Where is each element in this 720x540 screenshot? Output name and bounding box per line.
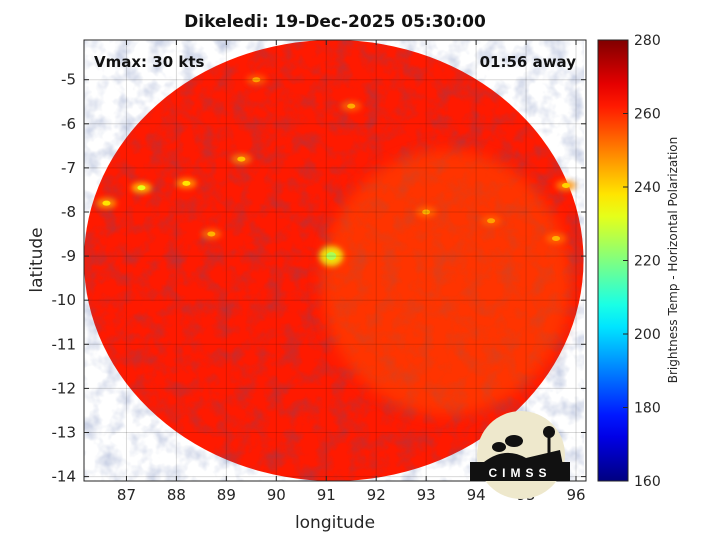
feature-spot [102,200,111,206]
feature-spot [552,235,561,241]
y-tick-label: -9 [61,247,76,265]
logo-text: CIMSS [488,466,551,480]
x-tick-label: 90 [267,486,286,504]
x-tick-label: 87 [117,486,136,504]
y-tick-label: -11 [52,335,77,353]
y-tick-label: -7 [61,159,76,177]
x-tick-label: 89 [217,486,236,504]
feature-spot [207,231,216,237]
logo-banner [470,462,570,481]
x-tick-label: 92 [367,486,386,504]
x-tick-label: 94 [467,486,486,504]
y-tick-label: -13 [52,423,77,441]
y-tick-label: -5 [61,71,76,89]
y-axis-label: latitude [27,227,47,292]
feature-spot [137,185,146,191]
axes-box [83,39,587,482]
colorbar-label: Brightness Temp - Horizontal Polarizatio… [666,137,680,384]
y-tick-label: -10 [52,291,77,309]
feature-spot [422,209,431,215]
y-tick-label: -8 [61,203,76,221]
feature-spot [487,218,496,224]
swath-band [321,150,572,415]
colorbar-tick-label: 160 [634,474,661,490]
vmax-annotation: Vmax: 30 kts [94,53,205,71]
colorbar-tick-label: 240 [634,180,661,196]
feature-spot [237,156,246,162]
x-tick-label: 96 [566,486,585,504]
logo-tower-top [543,426,555,438]
feature-spot [252,77,261,83]
x-tick-label: 91 [317,486,336,504]
x-axis-label: longitude [295,513,375,533]
colorbar-tick-label: 200 [634,327,661,343]
x-tick-label: 93 [417,486,436,504]
logo-dish [505,435,523,447]
feature-spot [347,103,356,109]
time-away-annotation: 01:56 away [479,53,576,71]
colorbar-tick-label: 260 [634,107,661,123]
colorbar-tick-label: 280 [634,33,661,49]
logo-dish [492,442,506,452]
x-tick-label: 88 [167,486,186,504]
y-tick-label: -14 [52,468,77,486]
y-tick-label: -6 [61,115,76,133]
feature-spot [326,252,337,261]
chart-title: Dikeledi: 19-Dec-2025 05:30:00 [184,12,486,32]
colorbar-tick-label: 220 [634,254,661,270]
colorbar-tick-label: 180 [634,401,661,417]
feature-spot [182,180,191,186]
feature-spot [562,183,571,189]
y-tick-label: -12 [52,379,77,397]
